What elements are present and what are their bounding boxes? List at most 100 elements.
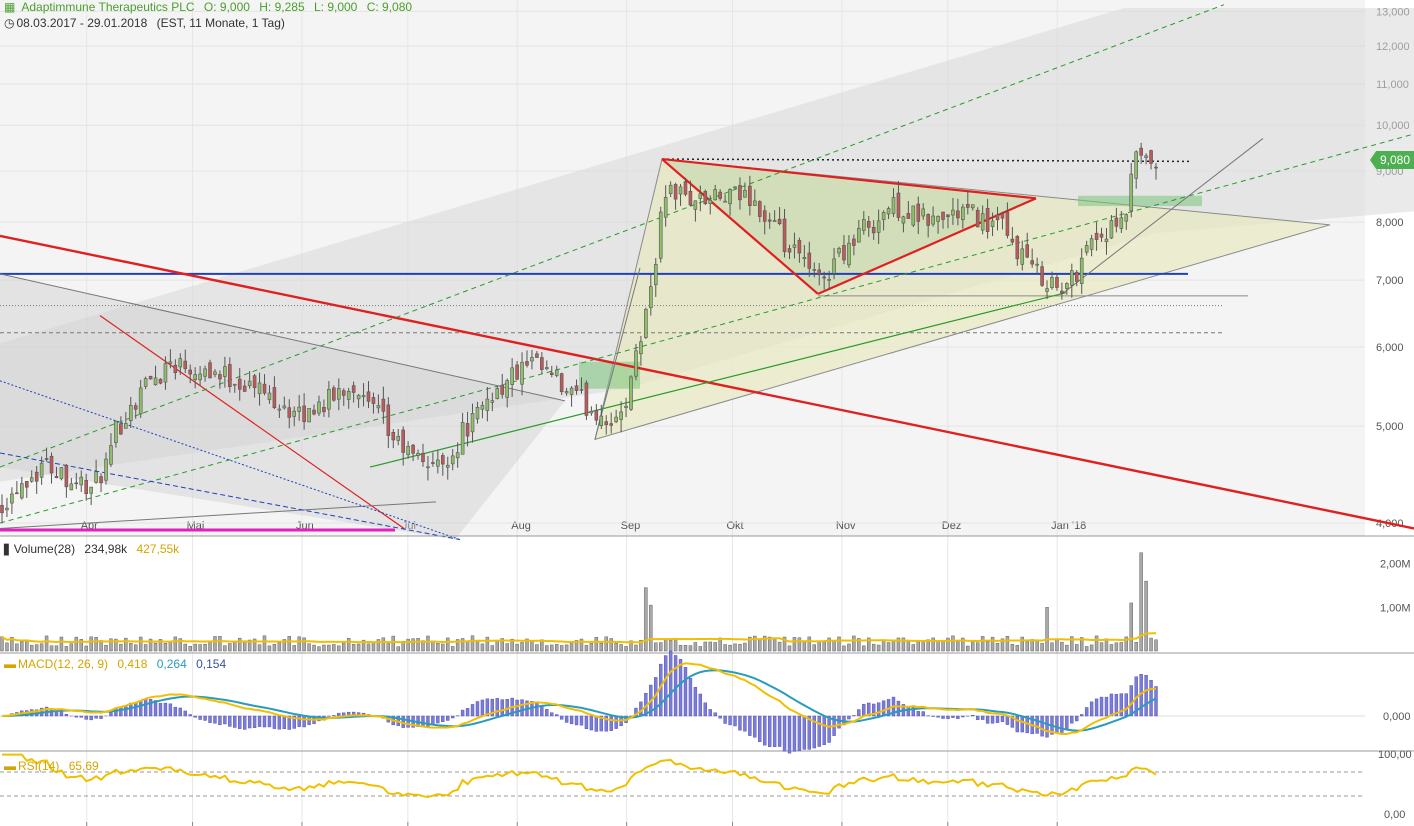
candle-body: [1010, 238, 1015, 243]
macd-histogram-bar: [797, 715, 802, 751]
volume-bar: [644, 587, 648, 652]
volume-bar: [1144, 580, 1148, 652]
macd-histogram-bar: [79, 715, 83, 718]
candle-body: [143, 378, 148, 387]
candle-body: [802, 257, 807, 259]
channel-upper-dashed-green: [0, 4, 1225, 468]
volume-bar: [1109, 644, 1114, 652]
volume-bar: [1040, 643, 1044, 652]
macd-histogram-bar: [535, 702, 539, 717]
candle-body: [554, 369, 559, 376]
macd-histogram-bar: [976, 715, 980, 720]
volume-bar: [237, 637, 242, 652]
volume-bar: [703, 641, 708, 652]
candle-body: [327, 388, 331, 410]
volume-bar: [228, 643, 232, 652]
candle-body: [322, 407, 326, 413]
macd-histogram-bar: [971, 715, 975, 717]
macd-histogram-bar: [594, 715, 599, 732]
volume-bar: [728, 644, 732, 652]
volume-bar: [995, 642, 1000, 652]
volume-bar: [89, 636, 93, 652]
candle-body: [1124, 214, 1129, 222]
rsi-legend: ▬ RSI(14) 65,69: [4, 759, 105, 773]
candle-body: [15, 492, 19, 495]
volume-bar: [926, 639, 930, 652]
macd-histogram-bar: [441, 715, 445, 722]
macd-histogram-bar: [64, 714, 69, 717]
candle-body: [89, 486, 93, 494]
volume-bar: [520, 642, 524, 652]
volume-bar: [525, 638, 529, 652]
volume-bar: [654, 642, 658, 652]
volume-bar: [812, 644, 816, 652]
macd-histogram-bar: [753, 715, 757, 738]
candle-body: [218, 374, 222, 380]
volume-bar: [683, 644, 688, 652]
candle-body: [520, 361, 524, 385]
candle-body: [203, 368, 207, 377]
candle-body: [277, 408, 282, 411]
volume-bar: [465, 640, 470, 652]
candle-body: [985, 208, 990, 232]
candle-body: [738, 185, 742, 201]
macd-histogram-bar: [1099, 696, 1104, 717]
candle-body: [5, 507, 9, 511]
candle-body: [792, 244, 797, 248]
candle-body: [535, 353, 539, 358]
rsi-value: 65,69: [68, 759, 99, 773]
macd-color-icon: ▬: [4, 657, 16, 671]
candle-body: [842, 245, 846, 261]
macd-histogram-bar: [173, 706, 178, 717]
macd-histogram-bar: [119, 706, 123, 717]
volume-bar: [777, 641, 782, 652]
volume-bar: [738, 643, 742, 652]
candle-body: [980, 213, 985, 231]
macd-histogram-bar: [243, 715, 247, 730]
candle-body: [223, 366, 227, 377]
macd-histogram-bar: [951, 715, 955, 718]
candle-body: [1000, 213, 1005, 219]
volume-bar: [941, 640, 945, 652]
candle-body: [505, 380, 509, 398]
macd-histogram-bar: [555, 714, 559, 717]
high-value: H: 9,285: [259, 0, 305, 14]
macd-histogram-bar: [163, 702, 168, 717]
volume-bar: [688, 645, 693, 652]
macd-histogram-bar: [545, 708, 549, 717]
candle-body: [559, 373, 564, 393]
volume-bar: [272, 643, 277, 652]
candle-body: [817, 269, 821, 275]
volume-bar: [733, 643, 737, 652]
candle-body: [84, 480, 88, 494]
macd-histogram-bar: [995, 715, 1000, 723]
candle-body: [683, 181, 688, 195]
volume-bar: [10, 637, 14, 652]
volume-bar: [708, 641, 712, 652]
macd-histogram-bar: [124, 705, 128, 717]
volume-value: 234,98k: [84, 542, 128, 556]
candle-body: [138, 387, 143, 415]
macd-histogram-bar: [1129, 685, 1133, 717]
volume-bar: [624, 646, 628, 652]
volume-bar: [168, 641, 173, 652]
volume-bar: [886, 642, 891, 652]
macd-histogram-bar: [852, 715, 856, 717]
macd-histogram-bar: [109, 712, 113, 717]
inner-triangle-fill: [662, 159, 1036, 294]
volume-bar: [460, 638, 465, 652]
volume-bar: [114, 638, 118, 652]
macd-histogram-bar: [1070, 715, 1074, 724]
macd-histogram-bar: [733, 715, 737, 727]
macd-value: 0,418: [117, 657, 148, 671]
volume-bar: [614, 642, 618, 652]
candle-body: [1005, 211, 1010, 236]
macd-signal-value: 0,264: [156, 657, 187, 671]
volume-bar: [143, 644, 148, 652]
macd-histogram-bar: [1010, 715, 1015, 728]
candle-body: [470, 412, 475, 433]
volume-bar: [213, 636, 217, 652]
macd-histogram-bar: [990, 715, 995, 724]
macd-histogram-bar: [183, 710, 187, 717]
candle-body: [317, 401, 321, 414]
